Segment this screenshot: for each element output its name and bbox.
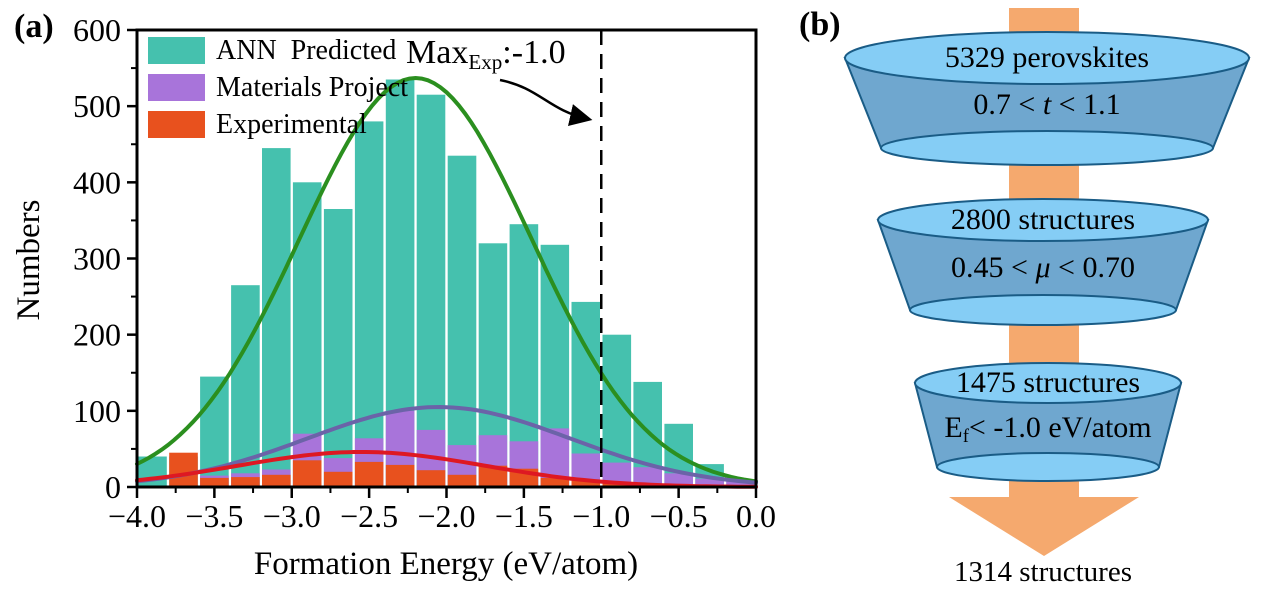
funnel-top-ellipse [877,198,1209,242]
bar [385,464,415,487]
x-tick-label: −3.5 [185,498,243,534]
legend: ANN Predicted Materials Project Experime… [148,37,408,148]
y-tick-label: 300 [73,241,121,277]
bar [292,460,322,487]
x-tick-label: −1.0 [572,498,630,534]
x-axis-title: Formation Energy (eV/atom) [253,546,639,582]
x-axis-ticks: −4.0 −3.5 −3.0 −2.5 −2.0 −1.5 −1.0 −0.5 0.0 [108,487,776,534]
bar [231,477,260,487]
x-tick-label: −1.5 [495,498,553,534]
histogram-chart: −4.0 −3.5 −3.0 −2.5 −2.0 −1.5 −1.0 −0.5 0.0 0 100 2… [73,12,776,534]
y-tick-label: 100 [73,393,121,429]
annotation-arrow [499,78,593,127]
funnel-stage1-count: 5329 perovskites [944,41,1150,74]
funnel-stage-2 [876,198,1210,326]
bar [447,155,477,487]
x-tick-label: 0.0 [736,498,776,534]
screening-funnel-diagram [843,8,1251,556]
bar [726,480,755,487]
funnel-bottom-ellipse [880,130,1214,166]
x-tick-label: −2.0 [417,498,475,534]
panel-b-label: (b) [799,6,841,43]
legend-label-mp: Materials Project [216,72,409,103]
flow-arrowhead-icon [949,497,1139,556]
bar [231,285,260,487]
y-tick-label: 600 [73,12,121,48]
y-axis-title: Numbers [11,199,47,321]
bar [633,467,662,487]
bar [200,477,229,487]
legend-label-ann: ANN Predicted [216,35,397,66]
bar [354,461,384,487]
bar [169,452,198,487]
bar [262,474,291,487]
y-tick-label: 400 [73,164,121,200]
x-tick-label: −4.0 [108,498,166,534]
max-exp-annotation: MaxExp:-1.0 [406,34,566,74]
bar [323,209,353,487]
funnel-stage-3 [913,362,1183,482]
bar [323,471,353,487]
y-tick-label: 200 [73,317,121,353]
legend-label-exp: Experimental [216,109,367,140]
funnel-top-ellipse [844,31,1250,85]
funnel-stage1-criterion: 0.7 < t < 1.1 [973,88,1121,121]
x-tick-label: −0.5 [650,498,708,534]
legend-item-ann: ANN Predicted [148,35,408,66]
bar [416,94,446,487]
y-tick-label: 0 [105,469,121,505]
funnel-stage2-count: 2800 structures [950,203,1136,236]
materials-project-swatch-icon [148,74,205,101]
legend-item-mp: Materials Project [148,72,409,103]
funnel-stage3-count: 1475 structures [955,366,1141,399]
bar [447,474,477,487]
fit-curve-1 [135,404,758,485]
y-axis-ticks: 0 100 200 300 400 500 600 [73,12,137,505]
funnel-stage3-criterion: Ef< -1.0 eV/atom [944,411,1152,448]
bar [478,465,508,487]
funnel-bottom-ellipse [936,452,1160,482]
bar [354,121,384,488]
legend-item-exp: Experimental [148,109,408,140]
funnel-top-ellipse [914,362,1182,404]
funnel-stage2-criterion: 0.45 < μ < 0.70 [951,251,1135,284]
ann-predicted-swatch-icon [148,37,205,64]
fit-curve-0 [135,75,758,484]
funnel-result-count: 1314 structures [954,556,1132,588]
funnel-bottom-ellipse [909,294,1177,326]
y-tick-label: 500 [73,88,121,124]
panel-a-label: (a) [14,8,54,45]
bar [262,148,291,487]
histogram-bars [138,79,755,488]
x-tick-label: −2.5 [340,498,398,534]
bar [540,477,570,487]
experimental-swatch-icon [148,111,205,138]
x-tick-label: −3.0 [263,498,321,534]
bar [571,479,600,487]
funnel-stage-1 [843,31,1251,166]
bar [695,478,724,487]
bar [416,470,446,487]
fit-curve-2 [135,450,758,489]
